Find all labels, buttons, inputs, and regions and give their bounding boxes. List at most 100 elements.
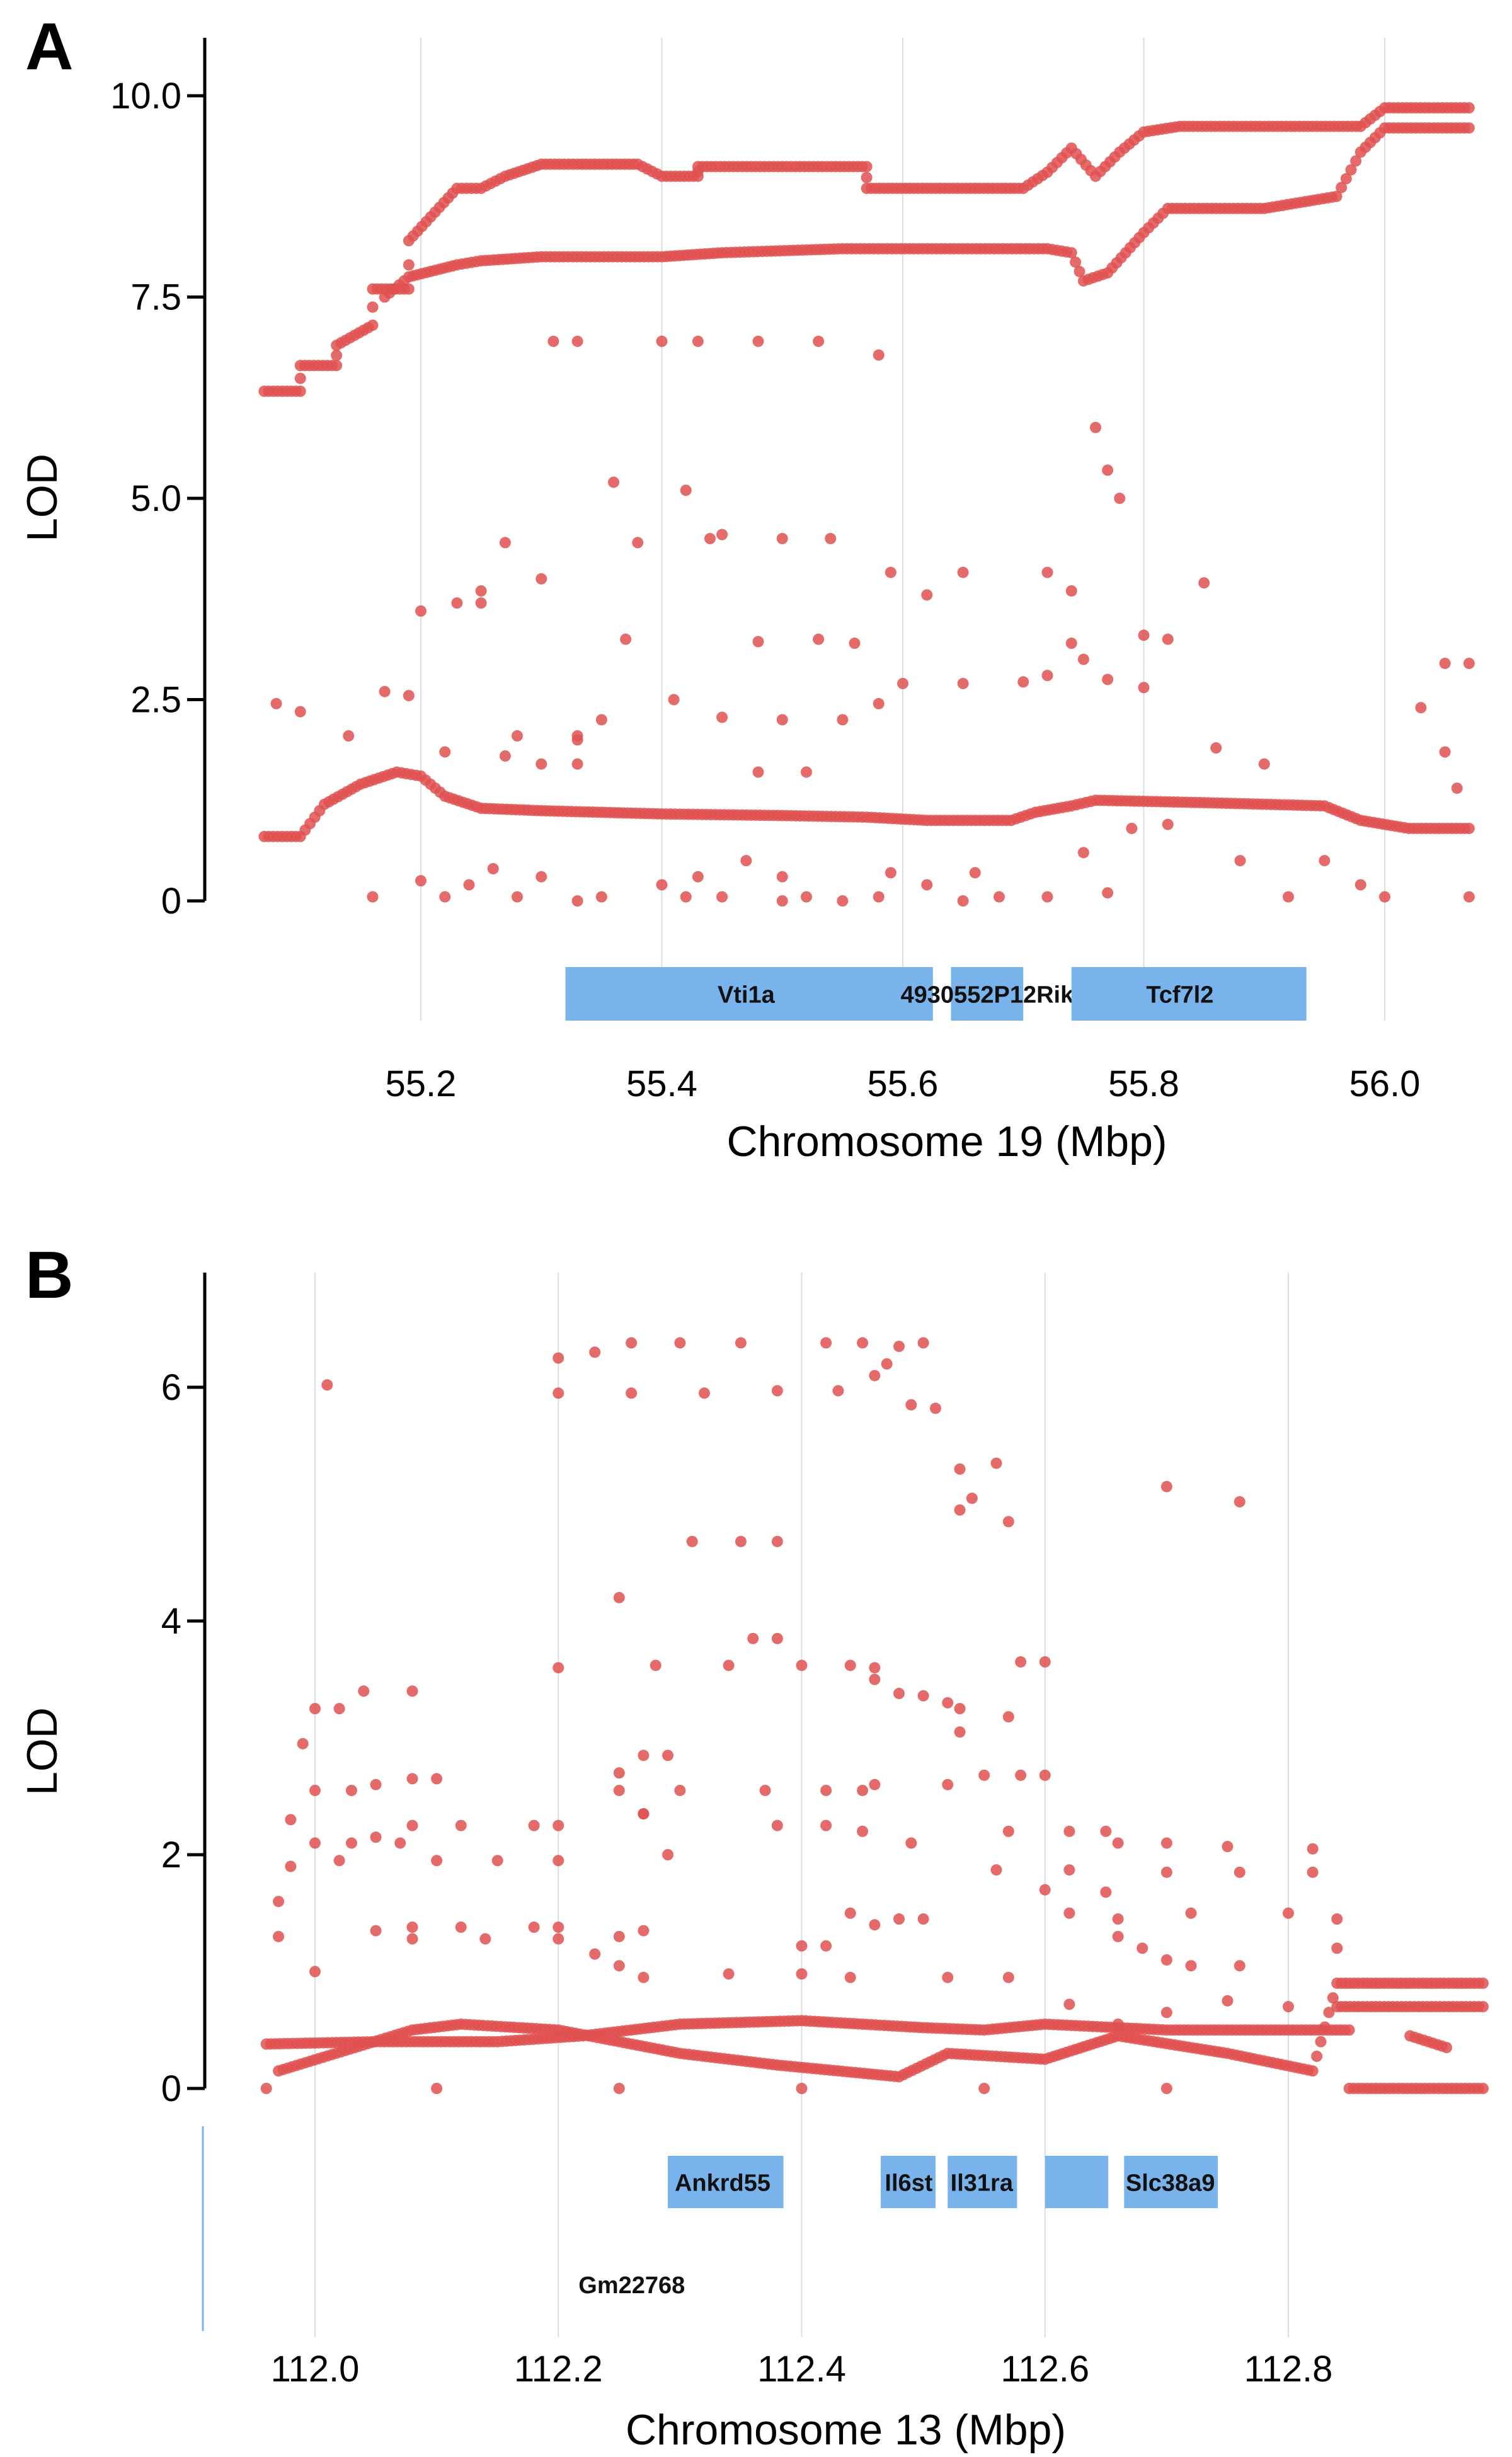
data-point: [1112, 1930, 1124, 1942]
x-tick-label: 55.8: [1108, 1063, 1179, 1104]
data-point: [1439, 746, 1451, 758]
data-point: [1331, 1942, 1343, 1954]
data-point: [897, 677, 908, 689]
data-point: [966, 1492, 978, 1504]
data-point: [512, 891, 523, 903]
data-point: [942, 1971, 954, 1983]
data-point: [331, 350, 343, 362]
data-point: [752, 766, 764, 778]
data-point: [1327, 1992, 1339, 2004]
data-point: [1138, 629, 1150, 641]
data-point: [1198, 577, 1210, 589]
data-point: [589, 1948, 601, 1960]
data-point: [1354, 879, 1366, 891]
data-point: [771, 1385, 783, 1397]
data-point: [662, 1849, 674, 1860]
data-points: [258, 102, 1475, 907]
data-point: [439, 746, 451, 758]
data-point: [1002, 1971, 1014, 1983]
data-point: [613, 1767, 625, 1779]
data-point: [1311, 2050, 1323, 2062]
data-point: [776, 714, 788, 726]
data-point: [499, 750, 511, 762]
data-point: [608, 476, 619, 488]
data-point: [692, 335, 704, 347]
data-point: [861, 171, 873, 183]
data-point: [309, 1784, 321, 1796]
data-point: [294, 372, 306, 384]
data-point: [893, 1341, 905, 1353]
data-point: [954, 1463, 966, 1475]
data-point: [1160, 1837, 1172, 1849]
data-point: [345, 1784, 357, 1796]
data-point: [978, 1769, 990, 1781]
data-point: [1379, 891, 1390, 903]
data-point: [528, 1922, 540, 1933]
data-point: [499, 537, 511, 549]
data-point: [771, 1632, 783, 1644]
data-point: [861, 161, 873, 173]
data-point: [1102, 673, 1114, 685]
data-point: [957, 895, 969, 907]
data-point: [1112, 2018, 1124, 2030]
data-point: [331, 360, 343, 372]
data-point: [403, 690, 415, 702]
data-point: [873, 349, 885, 361]
data-point: [686, 1535, 698, 1547]
data-point: [260, 2083, 272, 2094]
data-point: [680, 891, 692, 903]
data-point: [849, 638, 861, 650]
data-point: [1343, 2024, 1355, 2036]
gene-label: Il6st: [885, 2170, 932, 2197]
data-point: [595, 714, 607, 726]
data-point: [869, 1662, 881, 1674]
data-point: [771, 1535, 783, 1547]
data-point: [463, 879, 475, 891]
data-point: [1162, 633, 1174, 645]
data-point: [1185, 1960, 1197, 1972]
data-point: [1160, 1480, 1172, 1492]
data-point: [394, 1837, 406, 1849]
data-point: [370, 1831, 382, 1843]
data-point: [1340, 173, 1352, 185]
data-point: [650, 1659, 662, 1671]
y-tick-label: 0: [161, 2068, 181, 2109]
data-point: [1477, 2083, 1489, 2094]
data-point: [1074, 266, 1085, 278]
data-point: [1015, 1656, 1027, 1668]
x-tick-label: 55.4: [626, 1063, 697, 1104]
data-point: [869, 1673, 881, 1685]
data-point: [1415, 702, 1427, 714]
data-point: [1041, 566, 1053, 578]
data-point: [704, 532, 716, 544]
x-tick-label: 55.2: [386, 1063, 457, 1104]
data-point: [1210, 742, 1222, 754]
data-point: [1063, 1907, 1075, 1919]
data-point: [905, 1399, 917, 1411]
data-point: [406, 1773, 418, 1785]
data-point: [1070, 256, 1082, 268]
data-point: [1017, 676, 1029, 688]
data-point: [801, 766, 812, 778]
gene-label: Ankrd55: [675, 2170, 770, 2197]
data-point: [893, 1913, 905, 1925]
panel-b: B 0 2 4 6 LOD Ankrd55 Il6st Il31ra Slc38a9 Gm22768…: [18, 1238, 1489, 2454]
data-point: [716, 529, 728, 541]
data-point: [379, 685, 391, 697]
data-point: [1463, 102, 1475, 114]
data-point: [1065, 638, 1077, 650]
data-point: [1234, 1866, 1246, 1878]
data-point: [1350, 155, 1362, 167]
data-point: [1138, 682, 1150, 694]
y-tick-label: 10.0: [110, 76, 181, 117]
data-point: [885, 566, 896, 578]
gene-bar: [1071, 967, 1307, 1021]
data-point: [536, 871, 547, 883]
data-point: [776, 871, 788, 883]
data-point: [1307, 2065, 1319, 2077]
y-tick-label: 5.0: [130, 478, 181, 519]
data-point: [990, 1864, 1002, 1876]
data-point: [1336, 181, 1348, 193]
x-tick-label: 112.8: [1244, 2349, 1333, 2390]
data-point: [553, 1387, 564, 1399]
